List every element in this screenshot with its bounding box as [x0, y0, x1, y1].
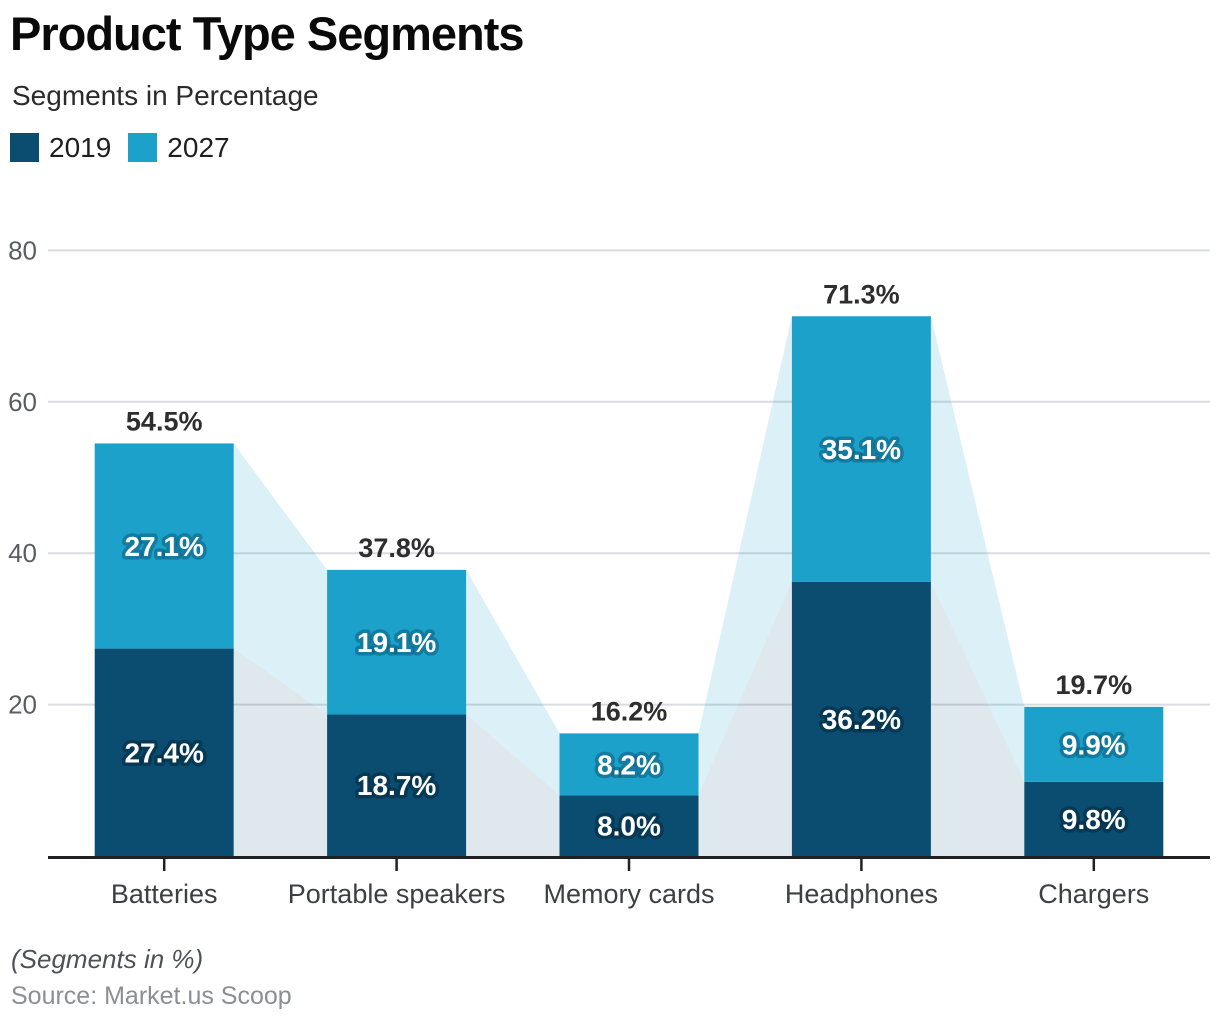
value-label-2019: 18.7%	[357, 770, 436, 801]
bar-2019-Chargers	[1024, 781, 1164, 856]
value-label-2027: 35.1%	[822, 434, 901, 465]
footer-note: (Segments in %)	[11, 944, 204, 974]
total-label: 54.5%	[126, 406, 203, 436]
total-label: 71.3%	[823, 279, 900, 309]
bar-2019-Batteries	[94, 648, 234, 856]
flow-connector-2027	[466, 569, 560, 796]
flow-connector-2019	[930, 581, 1025, 856]
legend-swatch-icon	[128, 133, 158, 162]
legend-label: 2019	[49, 132, 112, 163]
bar-2027-Portable speakers	[327, 569, 467, 715]
bar-2019-Headphones	[791, 581, 931, 856]
legend-swatch-icon	[10, 133, 39, 162]
footer-source: Source: Market.us Scoop	[11, 982, 292, 1010]
value-label-2019: 27.4%	[124, 737, 203, 768]
flow-connector-2027	[930, 316, 1025, 782]
bar-2019-Portable speakers	[327, 714, 467, 856]
y-axis-label-20: 20	[8, 690, 37, 720]
category-label: Headphones	[785, 879, 938, 909]
legend-label: 2027	[167, 132, 230, 163]
value-label-2019: 9.8%	[1062, 804, 1126, 835]
category-label: Chargers	[1038, 879, 1149, 909]
flow-connector-2027	[698, 316, 792, 796]
bar-2019-Memory cards	[559, 795, 699, 856]
flow-connector-2019	[698, 581, 792, 856]
y-axis-label-80: 80	[8, 235, 37, 265]
flow-connector-2019	[233, 648, 328, 856]
y-axis-label-60: 60	[8, 387, 37, 417]
bar-2027-Memory cards	[559, 733, 699, 796]
bar-2027-Headphones	[791, 316, 931, 582]
value-label-2027: 19.1%	[357, 627, 436, 658]
total-label: 19.7%	[1056, 670, 1133, 700]
flow-connector-2027	[233, 443, 328, 715]
y-axis-label-40: 40	[8, 538, 37, 568]
total-label: 37.8%	[358, 533, 435, 563]
value-label-2019: 36.2%	[822, 704, 901, 735]
value-label-2027: 9.9%	[1062, 729, 1126, 760]
value-label-2027: 8.2%	[597, 749, 661, 780]
value-label-2019: 8.0%	[597, 811, 661, 842]
category-label: Memory cards	[543, 879, 714, 909]
bar-2027-Batteries	[94, 443, 234, 649]
total-label: 16.2%	[591, 696, 668, 726]
category-label: Portable speakers	[288, 879, 506, 909]
legend: 2019 2027	[10, 133, 230, 162]
category-label: Batteries	[111, 879, 218, 909]
page-title: Product Type Segments	[10, 7, 525, 60]
chart-subtitle: Segments in Percentage	[12, 80, 319, 111]
value-label-2027: 27.1%	[124, 531, 203, 562]
legend-item-2019[interactable]: 2019	[10, 133, 111, 162]
flow-connector-2019	[466, 714, 560, 856]
bar-2027-Chargers	[1024, 706, 1164, 782]
legend-item-2027[interactable]: 2027	[128, 132, 230, 163]
